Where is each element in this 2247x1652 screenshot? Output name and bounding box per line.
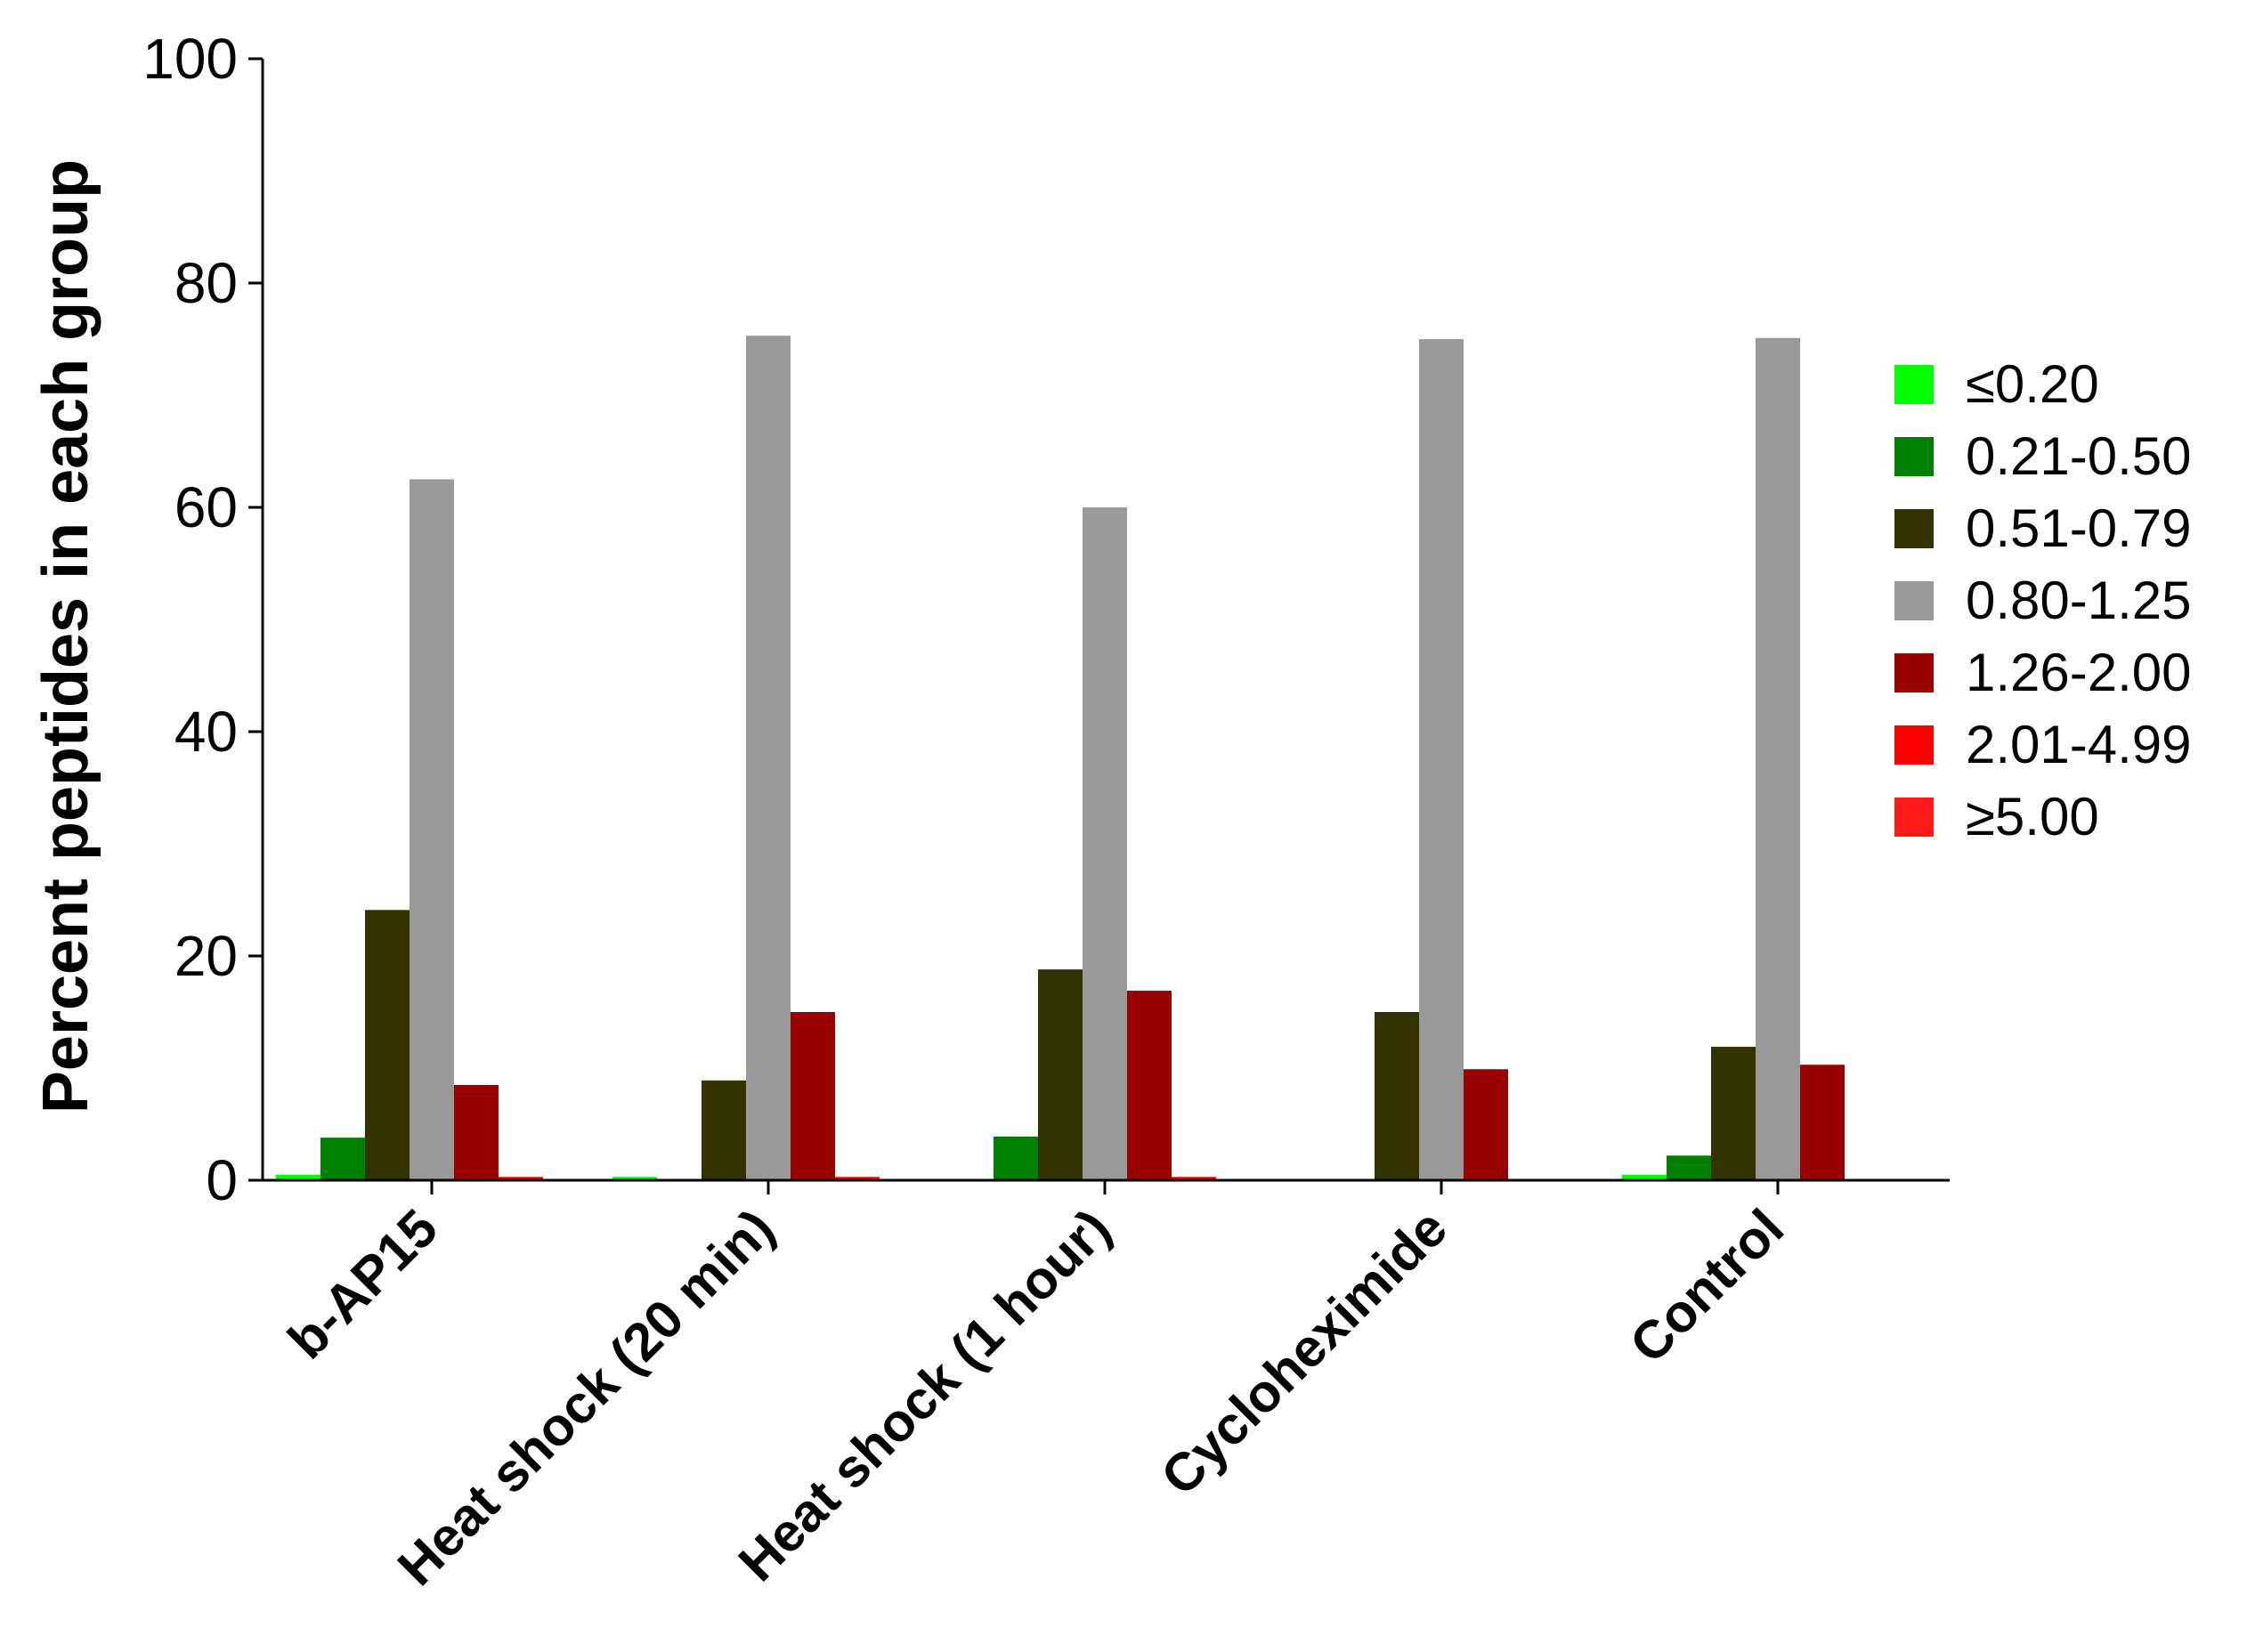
x-category-label: Cycloheximide (1149, 1198, 1458, 1507)
legend-label: 0.51-0.79 (1966, 498, 2192, 558)
bar-2-5 (1172, 1177, 1216, 1180)
legend-swatch (1894, 653, 1934, 692)
x-category-label: b-AP15 (277, 1198, 450, 1371)
legend-label: 2.01-4.99 (1966, 715, 2192, 774)
legend-label: ≤0.20 (1966, 354, 2099, 414)
bar-2-1 (994, 1136, 1038, 1180)
legend-swatch (1894, 798, 1934, 837)
bar-2-3 (1083, 507, 1127, 1180)
bar-0-4 (454, 1084, 499, 1180)
legend-swatch (1894, 725, 1934, 765)
legend-label: 0.80-1.25 (1966, 571, 2192, 630)
y-tick-label: 60 (174, 475, 238, 539)
x-category-label: Heat shock (20 min) (386, 1198, 785, 1597)
bar-0-0 (276, 1174, 320, 1180)
x-category-label: Control (1618, 1198, 1795, 1374)
x-category-label: Heat shock (1 hour) (727, 1198, 1122, 1592)
bar-3-4 (1464, 1069, 1508, 1180)
y-tick-label: 0 (206, 1148, 238, 1212)
bar-1-3 (746, 336, 791, 1181)
bars-layer (276, 336, 1845, 1181)
bar-3-3 (1419, 339, 1464, 1180)
bar-1-4 (791, 1012, 835, 1180)
legend-swatch (1894, 365, 1934, 404)
bar-2-2 (1038, 969, 1083, 1180)
legend-swatch (1894, 581, 1934, 620)
bar-0-1 (320, 1138, 365, 1180)
legend-swatch (1894, 509, 1934, 548)
y-tick-label: 80 (174, 251, 238, 315)
bar-0-2 (365, 910, 410, 1180)
bar-1-5 (835, 1177, 880, 1180)
bar-1-0 (612, 1177, 657, 1180)
legend: ≤0.20 0.21-0.50 0.51-0.79 0.80-1.25 1.26-2.0… (1894, 354, 2192, 846)
bar-3-2 (1375, 1012, 1419, 1180)
legend-label: 0.21-0.50 (1966, 426, 2192, 486)
bar-2-4 (1127, 991, 1172, 1180)
legend-swatch (1894, 437, 1934, 476)
bar-0-5 (499, 1177, 543, 1180)
bar-4-2 (1711, 1047, 1756, 1180)
legend-label: 1.26-2.00 (1966, 643, 2192, 702)
y-tick-label: 40 (174, 700, 238, 764)
y-tick-label: 20 (174, 924, 238, 988)
bar-4-3 (1756, 337, 1800, 1180)
y-tick-label: 100 (142, 27, 238, 91)
bar-4-4 (1800, 1065, 1845, 1180)
y-axis-title: Percent peptides in each group (30, 159, 101, 1113)
legend-label: ≥5.00 (1966, 787, 2099, 846)
bar-0-3 (410, 479, 454, 1180)
bar-1-2 (702, 1080, 746, 1180)
bar-4-0 (1622, 1174, 1667, 1180)
bar-4-1 (1667, 1155, 1711, 1180)
